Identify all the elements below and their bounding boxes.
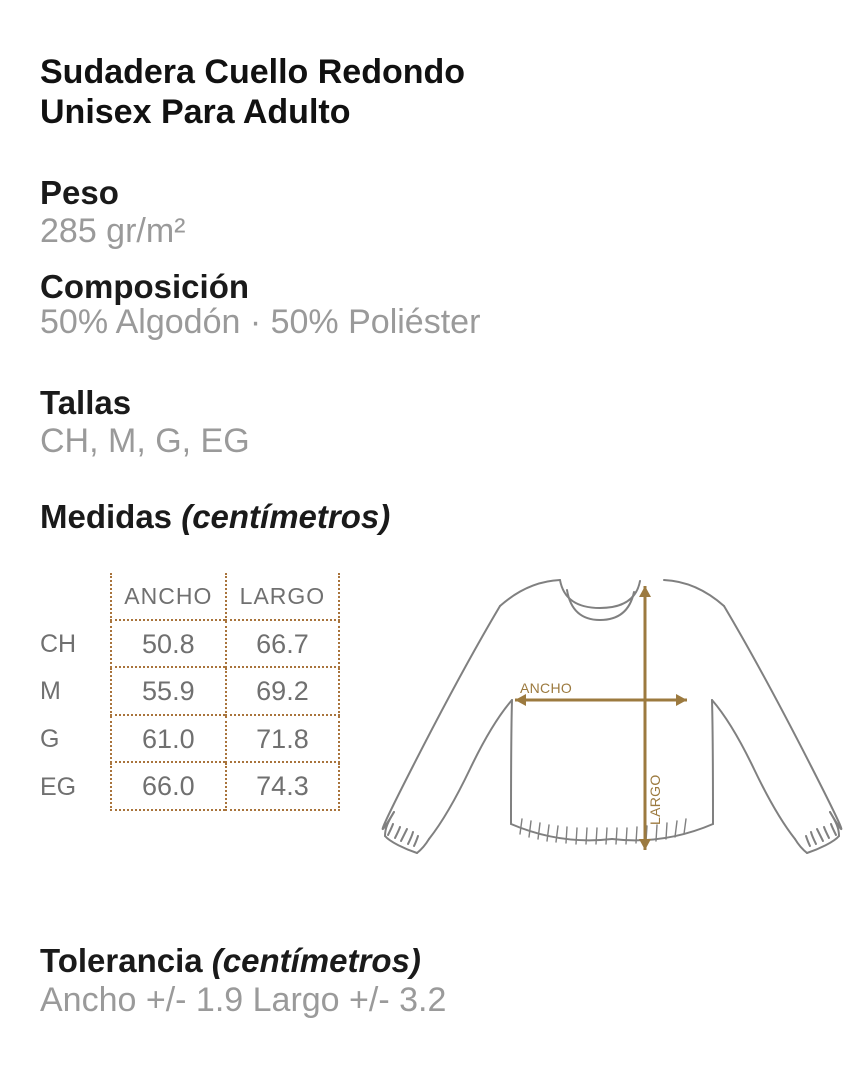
svg-text:LARGO: LARGO [647, 774, 663, 825]
svg-text:ANCHO: ANCHO [520, 680, 572, 696]
